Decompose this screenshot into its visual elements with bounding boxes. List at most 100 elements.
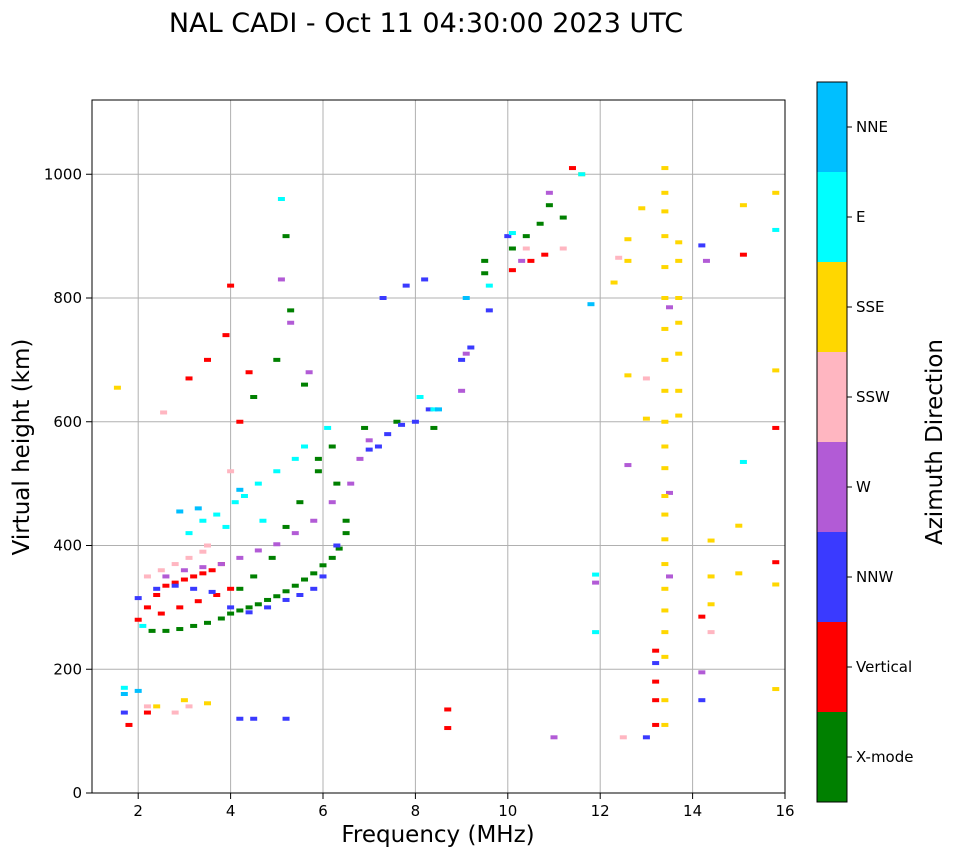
data-point xyxy=(157,611,165,616)
data-point xyxy=(707,630,715,635)
data-point xyxy=(462,351,470,356)
data-point xyxy=(250,574,258,579)
data-point xyxy=(485,308,493,313)
data-point xyxy=(162,574,170,579)
data-point xyxy=(296,593,304,597)
colorbar-segment xyxy=(817,172,847,262)
data-point xyxy=(568,166,576,171)
data-point xyxy=(522,234,530,239)
data-point xyxy=(342,531,350,536)
x-tick-label: 2 xyxy=(133,802,143,820)
data-point xyxy=(545,190,553,195)
plot-frame xyxy=(91,99,786,794)
data-point xyxy=(113,385,121,390)
data-point xyxy=(642,416,650,421)
data-point xyxy=(365,438,373,443)
data-point xyxy=(661,388,669,393)
data-point xyxy=(143,605,151,610)
data-point xyxy=(661,608,669,613)
colorbar-segment xyxy=(817,352,847,442)
data-point xyxy=(333,543,341,548)
y-axis-ticks: 0 200 400 600 800 1000 xyxy=(44,165,92,802)
data-point xyxy=(217,616,225,621)
data-point xyxy=(148,628,156,633)
data-point xyxy=(310,586,318,591)
data-point xyxy=(356,456,364,461)
data-point xyxy=(504,234,512,239)
data-point xyxy=(661,698,669,703)
data-point xyxy=(277,197,285,201)
data-point xyxy=(208,568,216,573)
colorbar-segment xyxy=(817,622,847,712)
data-point xyxy=(675,413,683,418)
data-point xyxy=(772,425,780,430)
data-point xyxy=(361,425,369,430)
data-point xyxy=(374,444,382,449)
data-point xyxy=(675,240,683,245)
data-point xyxy=(217,562,225,567)
data-point xyxy=(194,506,202,511)
colorbar-segment xyxy=(817,532,847,622)
data-point xyxy=(143,710,151,715)
data-point xyxy=(541,252,549,257)
data-point xyxy=(236,716,244,721)
data-point xyxy=(675,388,683,393)
series-ssw xyxy=(143,246,715,740)
data-point xyxy=(624,373,632,378)
data-point xyxy=(335,546,343,551)
data-point xyxy=(666,574,673,579)
data-point xyxy=(301,577,309,582)
data-point xyxy=(171,710,179,715)
colorbar-frame xyxy=(816,81,848,803)
data-point xyxy=(702,258,710,263)
data-point xyxy=(180,577,188,582)
series-nne xyxy=(120,296,595,696)
data-point xyxy=(508,268,516,273)
plot-background xyxy=(92,100,785,793)
data-point xyxy=(642,735,650,740)
data-point xyxy=(199,518,207,523)
data-marks xyxy=(113,166,780,740)
data-point xyxy=(402,283,410,288)
data-point xyxy=(772,368,780,373)
data-point xyxy=(291,456,299,461)
data-point xyxy=(652,661,660,666)
data-point xyxy=(153,593,161,597)
data-point xyxy=(698,614,706,619)
data-point xyxy=(610,280,618,285)
data-point xyxy=(661,562,669,567)
data-point xyxy=(245,605,253,610)
data-point xyxy=(661,586,669,591)
data-point xyxy=(735,571,743,576)
y-tick-label: 600 xyxy=(53,413,82,431)
data-point xyxy=(199,565,207,570)
data-point xyxy=(421,277,429,282)
data-point xyxy=(661,209,669,214)
data-point xyxy=(185,376,193,381)
data-point xyxy=(199,571,207,576)
series-e xyxy=(120,172,780,690)
data-point xyxy=(222,524,230,529)
data-point xyxy=(143,574,151,579)
data-point xyxy=(411,419,419,424)
data-point xyxy=(638,206,646,211)
data-point xyxy=(236,555,244,560)
colorbar-segment xyxy=(817,82,847,172)
data-point xyxy=(176,627,184,632)
data-point xyxy=(661,296,669,300)
data-point xyxy=(162,583,170,588)
data-point xyxy=(176,605,184,610)
data-point xyxy=(296,500,304,505)
data-point xyxy=(310,518,318,523)
data-point xyxy=(619,735,627,740)
data-point xyxy=(273,469,281,474)
data-point xyxy=(185,555,193,560)
data-point xyxy=(652,698,660,703)
colorbar-segment xyxy=(817,442,847,532)
x-axis-label: Frequency (MHz) xyxy=(341,822,534,848)
y-tick-label: 200 xyxy=(53,660,82,678)
data-point xyxy=(250,395,258,399)
data-point xyxy=(310,571,318,576)
data-point xyxy=(273,357,281,362)
x-tick-label: 10 xyxy=(498,802,517,820)
